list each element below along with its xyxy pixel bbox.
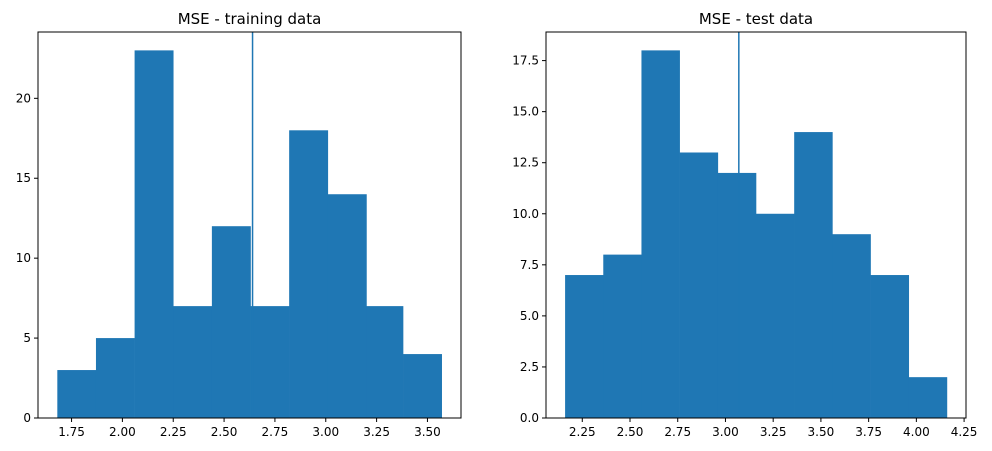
y-tick-label: 5	[23, 331, 31, 345]
y-tick-label: 10.0	[512, 207, 539, 221]
x-tick-label: 4.00	[903, 425, 930, 439]
axes-frame	[37, 31, 462, 419]
x-tick-label: 3.50	[808, 425, 835, 439]
x-tick-label: 2.25	[569, 425, 596, 439]
x-tick-label: 2.50	[211, 425, 238, 439]
histogram-bar	[603, 254, 642, 418]
y-tick-label: 20	[16, 91, 31, 105]
x-tick-label: 3.25	[760, 425, 787, 439]
y-tick-label: 5.0	[520, 309, 539, 323]
y-tick-label: 17.5	[512, 54, 539, 68]
x-tick-label: 3.50	[414, 425, 441, 439]
y-tick-label: 7.5	[520, 258, 539, 272]
x-tick-label: 2.75	[262, 425, 289, 439]
training-mse-histogram: MSE - training data 1.75 2.00 2.25 2.50 2.75…	[16, 10, 462, 439]
x-tick-label: 3.75	[855, 425, 882, 439]
x-tick-label: 3.25	[363, 425, 390, 439]
x-tick-label: 2.75	[664, 425, 691, 439]
histogram-bar	[211, 226, 251, 418]
histogram-bar	[565, 275, 604, 418]
chart-title: MSE - training data	[178, 10, 322, 28]
y-tick-label: 0.0	[520, 411, 539, 425]
histogram-bar	[289, 130, 329, 418]
chart-title: MSE - test data	[699, 10, 813, 28]
y-tick-label: 10	[16, 251, 31, 265]
histogram-bar	[403, 354, 442, 418]
x-tick-label: 2.25	[160, 425, 187, 439]
histogram-bar	[870, 275, 910, 418]
histogram-bar	[717, 172, 757, 418]
y-tick-label: 15	[16, 171, 31, 185]
x-tick-label: 1.75	[58, 425, 85, 439]
histogram-bar	[250, 306, 290, 418]
histogram-bar	[832, 234, 871, 418]
histogram-bar	[173, 306, 213, 418]
x-tick-label: 3.00	[312, 425, 339, 439]
histogram-bar	[794, 132, 833, 418]
histogram-bar	[679, 152, 719, 418]
y-tick-label: 2.5	[520, 360, 539, 374]
histogram-bar	[908, 377, 948, 418]
axes-frame	[545, 31, 967, 419]
histogram-bar	[366, 306, 404, 418]
histogram-bar	[57, 370, 97, 418]
histogram-bar	[641, 50, 680, 418]
x-tick-label: 4.25	[951, 425, 978, 439]
x-tick-label: 3.00	[712, 425, 739, 439]
histogram-bar	[134, 50, 174, 418]
y-tick-label: 0	[23, 411, 31, 425]
histogram-bar	[327, 194, 367, 418]
y-tick-label: 12.5	[512, 156, 539, 170]
y-tick-label: 15.0	[512, 105, 539, 119]
x-tick-label: 2.50	[617, 425, 644, 439]
test-mse-histogram: MSE - test data 2.25 2.50 2.75 3.00 3.25 3.50…	[512, 10, 977, 439]
histogram-bar	[756, 213, 795, 418]
histogram-bar	[95, 338, 135, 418]
x-tick-label: 2.00	[109, 425, 136, 439]
